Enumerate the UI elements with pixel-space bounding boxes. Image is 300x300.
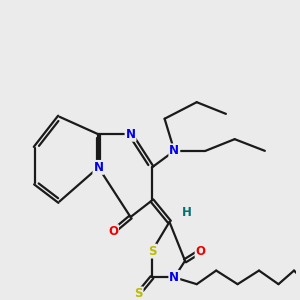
Text: N: N (169, 144, 179, 157)
Text: N: N (125, 128, 136, 141)
Text: N: N (169, 271, 179, 284)
Text: O: O (196, 244, 206, 258)
Text: O: O (108, 225, 118, 238)
Text: S: S (148, 244, 156, 258)
Text: S: S (134, 287, 142, 300)
Text: N: N (93, 161, 103, 174)
Text: H: H (182, 206, 192, 219)
